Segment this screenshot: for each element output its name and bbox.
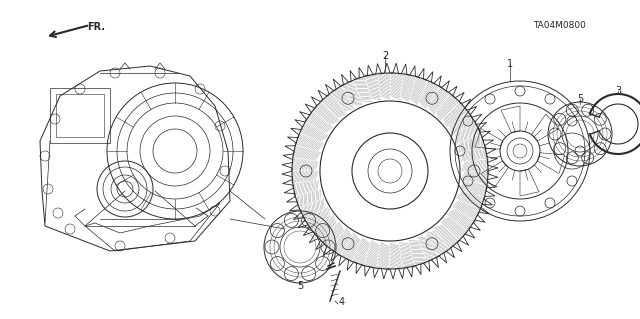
Bar <box>56 94 104 137</box>
Text: 5: 5 <box>297 281 303 291</box>
Text: 5: 5 <box>577 94 583 104</box>
Text: 3: 3 <box>615 86 621 96</box>
Bar <box>50 88 110 143</box>
Text: TA04M0800: TA04M0800 <box>534 21 586 30</box>
Text: 2: 2 <box>382 51 388 61</box>
Text: 1: 1 <box>507 59 513 69</box>
Text: 4: 4 <box>339 297 345 307</box>
Text: FR.: FR. <box>87 22 105 32</box>
